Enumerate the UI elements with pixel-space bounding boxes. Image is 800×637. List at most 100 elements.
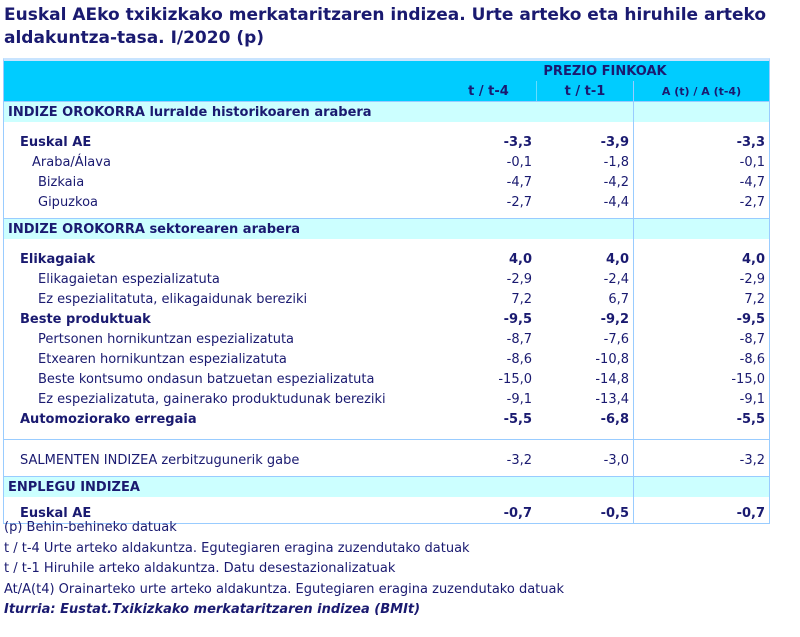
table-row: Elikagaiak 4,0 4,0 4,0 xyxy=(4,249,769,269)
cell-value: -9,5 xyxy=(503,311,532,327)
cell-value: -8,6 xyxy=(506,351,532,367)
spacer-row xyxy=(4,497,769,503)
row-label: SALMENTEN INDIZEA zerbitzugunerik gabe xyxy=(20,452,300,468)
cell-value: 4,0 xyxy=(605,251,629,267)
cell-value: -2,4 xyxy=(603,271,629,287)
row-label: Beste produktuak xyxy=(20,311,151,327)
table-body: INDIZE OROKORRA lurralde historikoaren a… xyxy=(4,101,769,523)
table-row: Pertsonen hornikuntzan espezializatuta -8… xyxy=(4,329,769,349)
row-label: Ez espezializatuta, gainerako produktudu… xyxy=(38,391,386,407)
column-header: A (t) / A (t-4) xyxy=(633,81,769,101)
cell-value: -9,5 xyxy=(633,309,769,329)
row-label: Euskal AE xyxy=(20,505,92,521)
cell-value: -8,7 xyxy=(506,331,532,347)
cell-value: -2,9 xyxy=(506,271,532,287)
spacer-row xyxy=(4,122,769,132)
footnote: t / t-1 Hiruhile arteko aldakuntza. Datu… xyxy=(4,561,396,576)
row-label: Araba/Álava xyxy=(32,154,111,170)
table-row: Bizkaia -4,7 -4,2 -4,7 xyxy=(4,172,769,192)
section-header-row: ENPLEGU INDIZEA xyxy=(4,476,769,497)
cell-value: -15,0 xyxy=(633,369,769,389)
row-label: Euskal AE xyxy=(20,134,92,150)
cell-value: -7,6 xyxy=(603,331,629,347)
header-columns-row: t / t-4 t / t-1 A (t) / A (t-4) xyxy=(4,81,769,101)
cell-value: -15,0 xyxy=(498,371,532,387)
cell-value: -2,7 xyxy=(633,192,769,212)
table-row: Araba/Álava -0,1 -1,8 -0,1 xyxy=(4,152,769,172)
source-note: Iturria: Eustat.Txikizkako merkataritzar… xyxy=(4,602,421,617)
row-label: Beste kontsumo ondasun batzuetan espezia… xyxy=(38,371,375,387)
spacer-row xyxy=(4,429,769,440)
cell-value: -13,4 xyxy=(595,391,629,407)
spacer-row xyxy=(4,212,769,218)
cell-value: -4,7 xyxy=(633,172,769,192)
row-label: Elikagaietan espezializatuta xyxy=(38,271,220,287)
cell-value: -6,8 xyxy=(600,411,629,427)
cell-value: -3,3 xyxy=(503,134,532,150)
spacer-row xyxy=(4,440,769,450)
footnote: At/A(t4) Orainarteko urte arteko aldakun… xyxy=(4,581,565,597)
table-row: Ez espezialitatuta, elikagaidunak berezi… xyxy=(4,289,769,309)
table-row: Elikagaietan espezializatuta -2,9 -2,4 -2,9 xyxy=(4,269,769,289)
cell-value: -8,6 xyxy=(633,349,769,369)
footnotes: (p) Behin-behineko datuak t / t-4 Urte a… xyxy=(4,518,564,621)
section-title: INDIZE OROKORRA lurralde historikoaren a… xyxy=(8,104,372,120)
data-table: PREZIO FINKOAK t / t-4 t / t-1 A (t) / A… xyxy=(3,58,770,524)
cell-value: -9,2 xyxy=(600,311,629,327)
cell-value: 4,0 xyxy=(633,249,769,269)
spacer-row xyxy=(4,470,769,476)
empty-cell xyxy=(633,102,769,122)
cell-value: 6,7 xyxy=(608,291,629,307)
table-row: Ez espezializatuta, gainerako produktudu… xyxy=(4,389,769,409)
table-row: Euskal AE -0,7 -0,5 -0,7 xyxy=(4,503,769,523)
cell-value: -3,3 xyxy=(633,132,769,152)
section-title: ENPLEGU INDIZEA xyxy=(8,479,140,495)
cell-value: -8,7 xyxy=(633,329,769,349)
empty-cell xyxy=(633,219,769,239)
page-title: Euskal AEko txikizkako merkataritzaren i… xyxy=(4,5,767,48)
cell-value: -0,7 xyxy=(503,505,532,521)
section-title: INDIZE OROKORRA sektorearen arabera xyxy=(8,221,301,237)
table-row: Euskal AE -3,3 -3,9 -3,3 xyxy=(4,132,769,152)
row-label: Automoziorako erregaia xyxy=(20,411,197,427)
cell-value: -3,0 xyxy=(603,452,629,468)
footnote: t / t-4 Urte arteko aldakuntza. Egutegia… xyxy=(4,540,470,556)
cell-value: -5,5 xyxy=(503,411,532,427)
spacer-row xyxy=(4,239,769,249)
cell-value: -10,8 xyxy=(595,351,629,367)
cell-value: -0,1 xyxy=(506,154,532,170)
table-row: Beste kontsumo ondasun batzuetan espezia… xyxy=(4,369,769,389)
cell-value: -2,7 xyxy=(506,194,532,210)
cell-value: -1,8 xyxy=(603,154,629,170)
cell-value: -3,9 xyxy=(600,134,629,150)
table-row: SALMENTEN INDIZEA zerbitzugunerik gabe -3… xyxy=(4,450,769,470)
row-label: Gipuzkoa xyxy=(38,194,98,210)
cell-value: -2,9 xyxy=(633,269,769,289)
cell-value: 7,2 xyxy=(633,289,769,309)
header-group-row: PREZIO FINKOAK xyxy=(4,61,769,81)
header-group: PREZIO FINKOAK xyxy=(543,63,667,79)
cell-value: -0,7 xyxy=(633,503,769,523)
cell-value: 4,0 xyxy=(508,251,532,267)
table-row: Beste produktuak -9,5 -9,2 -9,5 xyxy=(4,309,769,329)
cell-value: -4,7 xyxy=(506,174,532,190)
row-label: Elikagaiak xyxy=(20,251,96,267)
cell-value: -4,2 xyxy=(603,174,629,190)
cell-value: 7,2 xyxy=(511,291,532,307)
row-label: Etxearen hornikuntzan espezializatuta xyxy=(38,351,287,367)
footnote: (p) Behin-behineko datuak xyxy=(4,520,177,535)
empty-cell xyxy=(633,477,769,497)
cell-value: -14,8 xyxy=(595,371,629,387)
row-label: Ez espezialitatuta, elikagaidunak berezi… xyxy=(38,291,308,307)
column-header: t / t-4 xyxy=(468,83,509,99)
cell-value: -9,1 xyxy=(633,389,769,409)
column-header: t / t-1 xyxy=(536,81,633,101)
section-header-row: INDIZE OROKORRA sektorearen arabera xyxy=(4,218,769,239)
cell-value: -3,2 xyxy=(506,452,532,468)
cell-value: -4,4 xyxy=(603,194,629,210)
row-label: Pertsonen hornikuntzan espezializatuta xyxy=(38,331,295,347)
cell-value: -0,5 xyxy=(600,505,629,521)
table-row: Automoziorako erregaia -5,5 -6,8 -5,5 xyxy=(4,409,769,429)
cell-value: -5,5 xyxy=(633,409,769,429)
cell-value: -3,2 xyxy=(633,450,769,470)
